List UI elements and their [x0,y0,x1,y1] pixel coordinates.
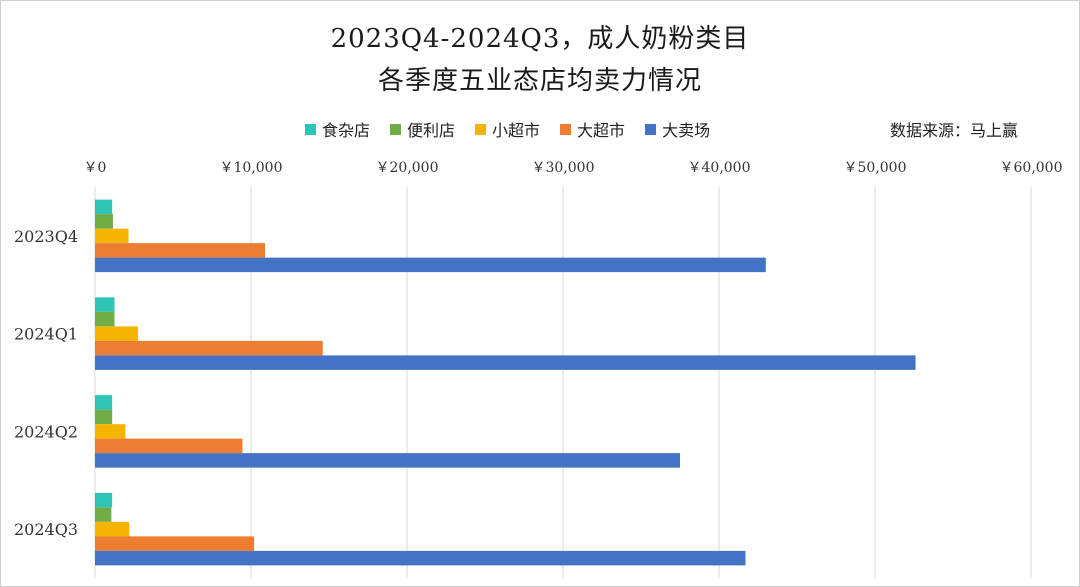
bar [95,507,112,522]
legend-item: 大卖场 [645,117,710,141]
y-category-label: 2024Q2 [14,422,78,441]
legend-label: 便利店 [407,121,456,140]
x-tick-label: ￥30,000 [532,160,595,176]
legend-swatch [560,123,572,135]
x-tick-label: ￥0 [84,160,107,176]
bar [95,355,916,370]
chart-title-line2: 各季度五业态店均卖力情况 [377,66,702,96]
legend-item: 便利店 [390,117,455,141]
bar [95,243,266,258]
bar [95,311,115,327]
x-tick-label: ￥50,000 [844,160,907,176]
legend-item: 大超市 [560,117,625,141]
bar [95,199,113,215]
legend-swatch [390,123,402,135]
legend-swatch [475,123,487,135]
bar [95,424,126,439]
bar [95,521,130,537]
legend: 食杂店 便利店 小超市 大超市 大卖场 [305,117,710,141]
bar [95,536,255,551]
bar [95,326,138,341]
legend-swatch [305,123,316,135]
legend-item: 食杂店 [305,117,370,141]
bar [95,340,323,356]
y-category-label: 2024Q1 [14,325,78,344]
bar [95,214,113,229]
y-category-label: 2024Q3 [14,520,78,539]
bar [95,395,113,410]
y-category-label: 2023Q4 [14,227,78,246]
bar [95,438,243,454]
x-tick-label: ￥60,000 [1000,160,1063,176]
bar [95,550,746,566]
bar [95,228,129,244]
x-tick-label: ￥10,000 [220,160,283,176]
legend-item: 小超市 [475,117,540,141]
bar [95,297,115,312]
legend-label: 食杂店 [322,121,371,140]
legend-label: 大卖场 [662,121,711,140]
bar [95,409,113,425]
bar [95,453,680,468]
legend-swatch [645,123,657,135]
x-tick-label: ￥20,000 [376,160,439,176]
legend-label: 小超市 [492,121,541,140]
chart-title-line1: 2023Q4-2024Q3，成人奶粉类目 [330,24,750,54]
legend-label: 大超市 [577,121,626,140]
data-source-note: 数据来源：马上赢 [890,121,1019,140]
x-tick-label: ￥40,000 [688,160,751,176]
bar [95,257,766,273]
bar [95,492,113,508]
